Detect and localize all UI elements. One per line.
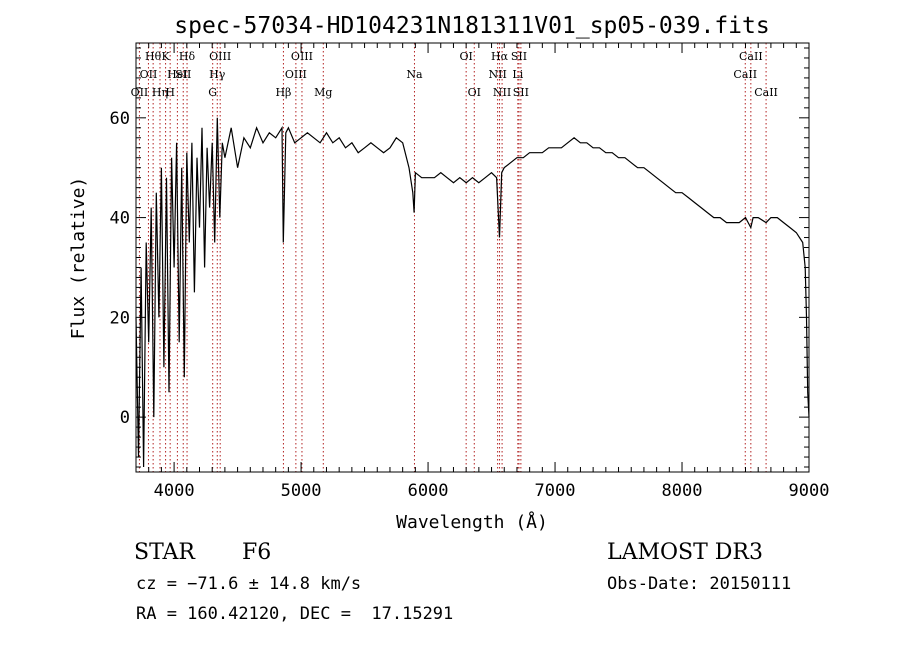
y-axis-label: Flux (relative) (68, 177, 89, 340)
x-axis-label: Wavelength (Å) (396, 511, 548, 533)
line-marker-label: OIII (291, 50, 313, 63)
obs-date: Obs-Date: 20150111 (607, 574, 792, 594)
line-marker-label: CaII (733, 68, 757, 81)
line-marker-label: Na (406, 68, 423, 81)
chart-title: spec-57034-HD104231N181311V01_sp05-039.f… (174, 13, 769, 39)
line-marker-label: OII (140, 68, 158, 81)
line-marker-label: OII (131, 86, 149, 99)
line-marker-label: SII (511, 50, 527, 63)
x-tick-label: 7000 (535, 481, 576, 501)
line-marker-label: G (208, 86, 217, 99)
line-marker-label: OIII (209, 50, 231, 63)
line-marker-label: CaII (754, 86, 778, 99)
line-marker-label: Hη (152, 86, 168, 99)
y-tick-label: 20 (110, 308, 130, 328)
x-axis-ticks: 4000 5000 6000 7000 8000 9000 (135, 43, 830, 501)
x-tick-label: 4000 (154, 481, 195, 501)
x-tick-label: 8000 (662, 481, 703, 501)
line-markers (138, 43, 767, 472)
line-marker-label: Hδ (179, 50, 196, 63)
line-marker-label: Mg (314, 86, 332, 99)
line-marker-label: CaII (739, 50, 763, 63)
line-marker-label: Li (512, 68, 523, 81)
line-marker-label: OI (459, 50, 472, 63)
line-marker-label: HeI (167, 68, 187, 81)
line-marker-label: NII (493, 86, 511, 99)
y-tick-label: 0 (120, 408, 130, 428)
object-class: STAR (134, 540, 195, 565)
coordinates-text: RA = 160.42120, DEC = 17.15291 (136, 604, 454, 624)
x-tick-label: 6000 (408, 481, 449, 501)
line-marker-label: Hα (491, 50, 509, 63)
plot-frame (135, 42, 810, 473)
line-marker-label: OIII (285, 68, 307, 81)
line-marker-label: H (165, 86, 175, 99)
x-tick-label: 9000 (789, 481, 830, 501)
redshift-text: cz = −71.6 ± 14.8 km/s (136, 574, 362, 594)
y-tick-label: 60 (110, 109, 130, 129)
line-marker-label: K (161, 50, 170, 63)
line-marker-label: NII (488, 68, 506, 81)
object-subclass: F6 (242, 540, 272, 565)
spectrum-line (135, 117, 810, 468)
line-marker-label: Hβ (275, 86, 291, 99)
line-marker-label: Hθ (145, 50, 162, 63)
survey-name: LAMOST DR3 (607, 540, 763, 565)
y-tick-label: 40 (110, 209, 130, 229)
y-axis-ticks: 0 20 40 60 (110, 47, 809, 468)
line-marker-label: OI (468, 86, 481, 99)
line-marker-label: SII (513, 86, 529, 99)
line-marker-labels: OIIOIIHθHηKHHeISIIHδGHγOIIIHβOIIIOIIIMgN… (131, 50, 778, 99)
line-marker-label: Hγ (209, 68, 226, 81)
line-marker-label: SII (175, 68, 191, 81)
x-tick-label: 5000 (281, 481, 322, 501)
